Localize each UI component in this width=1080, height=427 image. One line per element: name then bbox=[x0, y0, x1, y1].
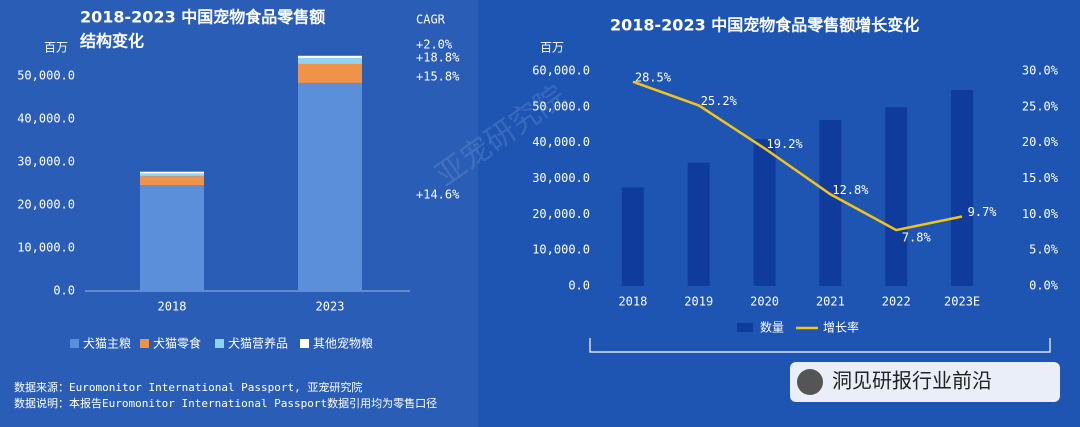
y2-tick-label: 15.0% bbox=[1022, 171, 1059, 185]
legend-label: 犬猫营养品 bbox=[228, 336, 288, 351]
legend-label: 其他宠物粮 bbox=[313, 336, 373, 351]
bar-segment bbox=[298, 55, 362, 58]
bar bbox=[951, 89, 974, 286]
y-unit: 百万 bbox=[44, 41, 68, 55]
data-label: 7.8% bbox=[902, 231, 932, 245]
annotation: +14.6% bbox=[416, 188, 460, 202]
bar-segment bbox=[298, 57, 362, 64]
y-tick-label: 0.0 bbox=[568, 279, 590, 293]
bar-segment bbox=[298, 63, 362, 83]
right-panel bbox=[478, 0, 1080, 427]
y2-tick-label: 25.0% bbox=[1022, 99, 1059, 113]
legend-swatch bbox=[215, 339, 224, 348]
x-tick-label: 2021 bbox=[816, 295, 845, 309]
legend-label: 增长率 bbox=[823, 320, 859, 335]
y-tick-label: 40,000.0 bbox=[17, 112, 75, 126]
data-label: 28.5% bbox=[635, 70, 672, 84]
y-tick-label: 20,000.0 bbox=[17, 198, 75, 212]
bar-segment bbox=[298, 82, 362, 291]
bar-segment bbox=[140, 176, 204, 186]
y-tick-label: 10,000.0 bbox=[532, 243, 590, 257]
bar-segment bbox=[140, 173, 204, 177]
y-tick-label: 10,000.0 bbox=[17, 241, 75, 255]
legend-swatch bbox=[300, 339, 309, 348]
annotation: +18.8% bbox=[416, 51, 460, 65]
line bbox=[632, 80, 963, 232]
x-tick-label: 2022 bbox=[882, 295, 911, 309]
legend-label: 犬猫零食 bbox=[153, 336, 201, 351]
y-tick-label: 40,000.0 bbox=[532, 135, 590, 149]
annotation: +15.8% bbox=[416, 70, 460, 84]
y-tick-label: 50,000.0 bbox=[532, 99, 590, 113]
data-label: 12.8% bbox=[832, 183, 869, 197]
data-label: 25.2% bbox=[701, 94, 738, 108]
bar bbox=[885, 107, 908, 286]
badge-bg bbox=[790, 362, 1060, 402]
legend-swatch bbox=[140, 339, 149, 348]
y2-tick-label: 30.0% bbox=[1022, 64, 1059, 78]
bar bbox=[819, 120, 842, 286]
bracket bbox=[589, 338, 1051, 353]
legend-swatch bbox=[70, 339, 79, 348]
x-tick-label: 2019 bbox=[684, 295, 713, 309]
y-tick-label: 50,000.0 bbox=[17, 69, 75, 83]
annotation: +2.0% bbox=[416, 38, 453, 52]
x-tick-label: 2020 bbox=[750, 295, 779, 309]
badge-icon bbox=[797, 369, 823, 395]
bar bbox=[753, 139, 776, 286]
data-label: 19.2% bbox=[767, 137, 804, 151]
x-tick-label: 2018 bbox=[158, 300, 187, 314]
annotation: CAGR bbox=[416, 13, 446, 27]
y2-tick-label: 0.0% bbox=[1029, 279, 1059, 293]
bar-segment bbox=[140, 171, 204, 174]
badge: 洞见研报行业前沿 bbox=[832, 369, 992, 393]
chart-title: 结构变化 bbox=[79, 32, 144, 51]
x-tick-label: 2023 bbox=[316, 300, 345, 314]
bar-segment bbox=[140, 185, 204, 291]
y-tick-label: 20,000.0 bbox=[532, 207, 590, 221]
data-label: 9.7% bbox=[968, 205, 998, 219]
chart-title: 2018-2023 中国宠物食品零售额 bbox=[80, 8, 325, 27]
chart-title: 2018-2023 中国宠物食品零售额增长变化 bbox=[610, 16, 919, 35]
footnote: 数据来源：Euromonitor International Passport,… bbox=[14, 380, 362, 394]
legend-swatch bbox=[737, 323, 753, 332]
legend-label: 犬猫主粮 bbox=[83, 336, 131, 351]
x-tick-label: 2023E bbox=[944, 295, 980, 309]
legend-label: 数量 bbox=[760, 320, 784, 335]
y2-tick-label: 20.0% bbox=[1022, 135, 1059, 149]
y-tick-label: 60,000.0 bbox=[532, 64, 590, 78]
y-tick-label: 0.0 bbox=[53, 284, 75, 298]
y-unit: 百万 bbox=[540, 41, 564, 55]
bar bbox=[621, 187, 644, 286]
bar bbox=[687, 162, 710, 286]
footnote: 数据说明：本报告Euromonitor International Passpo… bbox=[14, 396, 437, 410]
y-tick-label: 30,000.0 bbox=[17, 155, 75, 169]
y2-tick-label: 5.0% bbox=[1029, 243, 1059, 257]
left-panel bbox=[0, 0, 478, 427]
y-tick-label: 30,000.0 bbox=[532, 171, 590, 185]
y2-tick-label: 10.0% bbox=[1022, 207, 1059, 221]
x-tick-label: 2018 bbox=[618, 295, 647, 309]
